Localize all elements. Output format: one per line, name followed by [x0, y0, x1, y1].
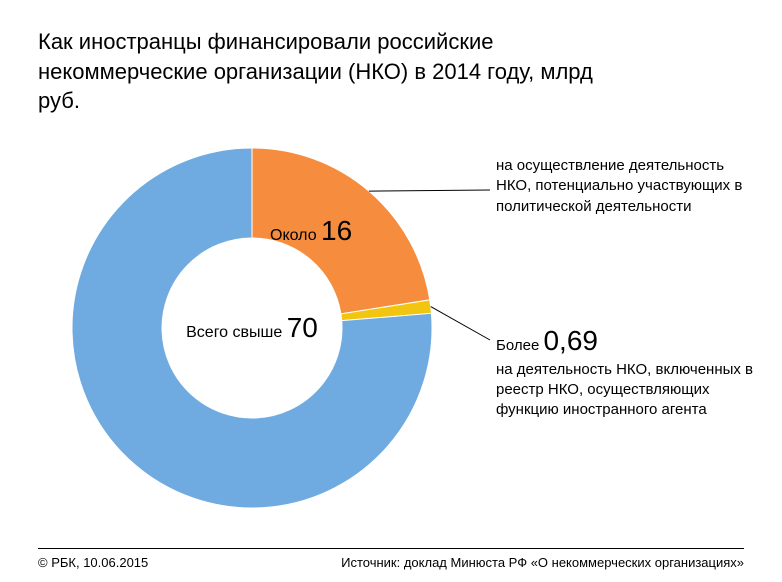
footer-credit: © РБК, 10.06.2015: [38, 555, 148, 570]
leader-lines: [0, 0, 782, 582]
footer-source: Источник: доклад Минюста РФ «О некоммерч…: [341, 555, 744, 570]
chart-footer: © РБК, 10.06.2015 Источник: доклад Минюс…: [38, 548, 744, 570]
